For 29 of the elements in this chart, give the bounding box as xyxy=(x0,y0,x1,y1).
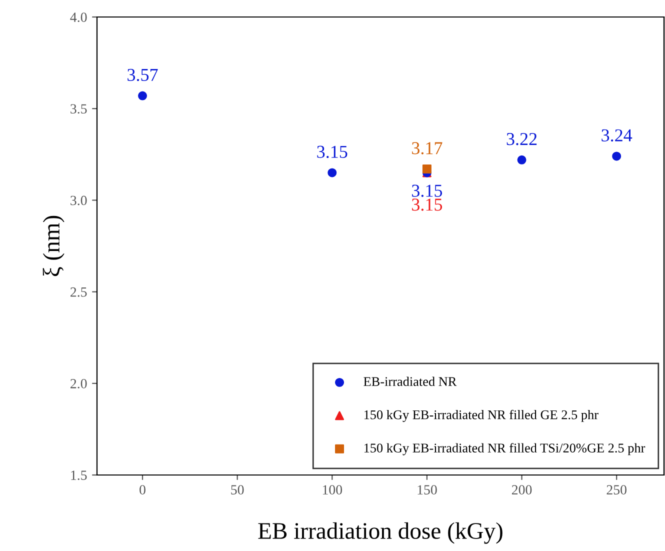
y-tick-label: 4.0 xyxy=(70,12,87,22)
point xyxy=(328,168,337,178)
x-tick-label: 50 xyxy=(231,485,244,494)
x-tick-label: 100 xyxy=(322,485,342,494)
data-label: 3.15 xyxy=(317,146,348,158)
x-tick-label: 0 xyxy=(140,485,146,494)
legend-label: EB-irradiated NR xyxy=(364,376,457,386)
point xyxy=(138,91,148,100)
y-tick-label: 3.0 xyxy=(70,196,87,206)
point xyxy=(612,152,622,161)
data-label: 3.15 xyxy=(412,198,442,211)
y-tick-label: 1.5 xyxy=(71,470,87,480)
data-label: 3.57 xyxy=(128,68,158,82)
y-tick-label: 2.5 xyxy=(70,287,87,297)
point xyxy=(517,155,526,164)
data-label: 3.24 xyxy=(602,129,632,142)
y-axis-title: ξ (nm) xyxy=(42,216,64,276)
point xyxy=(422,164,432,174)
x-axis-title: EB irradiation dose (kGy) xyxy=(258,522,502,544)
data-label: 3.22 xyxy=(506,132,537,146)
data-label: 3.17 xyxy=(412,142,442,154)
y-tick-label: 2.0 xyxy=(70,378,87,388)
data-label: 3.15 xyxy=(412,184,442,197)
legend-label: 150 kGy EB-irradiated NR filled TSi/20%GE 2.5 phr xyxy=(364,443,646,456)
y-tick-label: 3.5 xyxy=(70,104,87,114)
x-tick-label: 250 xyxy=(606,485,626,494)
x-tick-label: 150 xyxy=(418,485,437,494)
x-tick-label: 200 xyxy=(512,485,532,494)
legend-label: 150 kGy EB-irradiated NR filled GE 2.5 phr xyxy=(364,410,598,422)
